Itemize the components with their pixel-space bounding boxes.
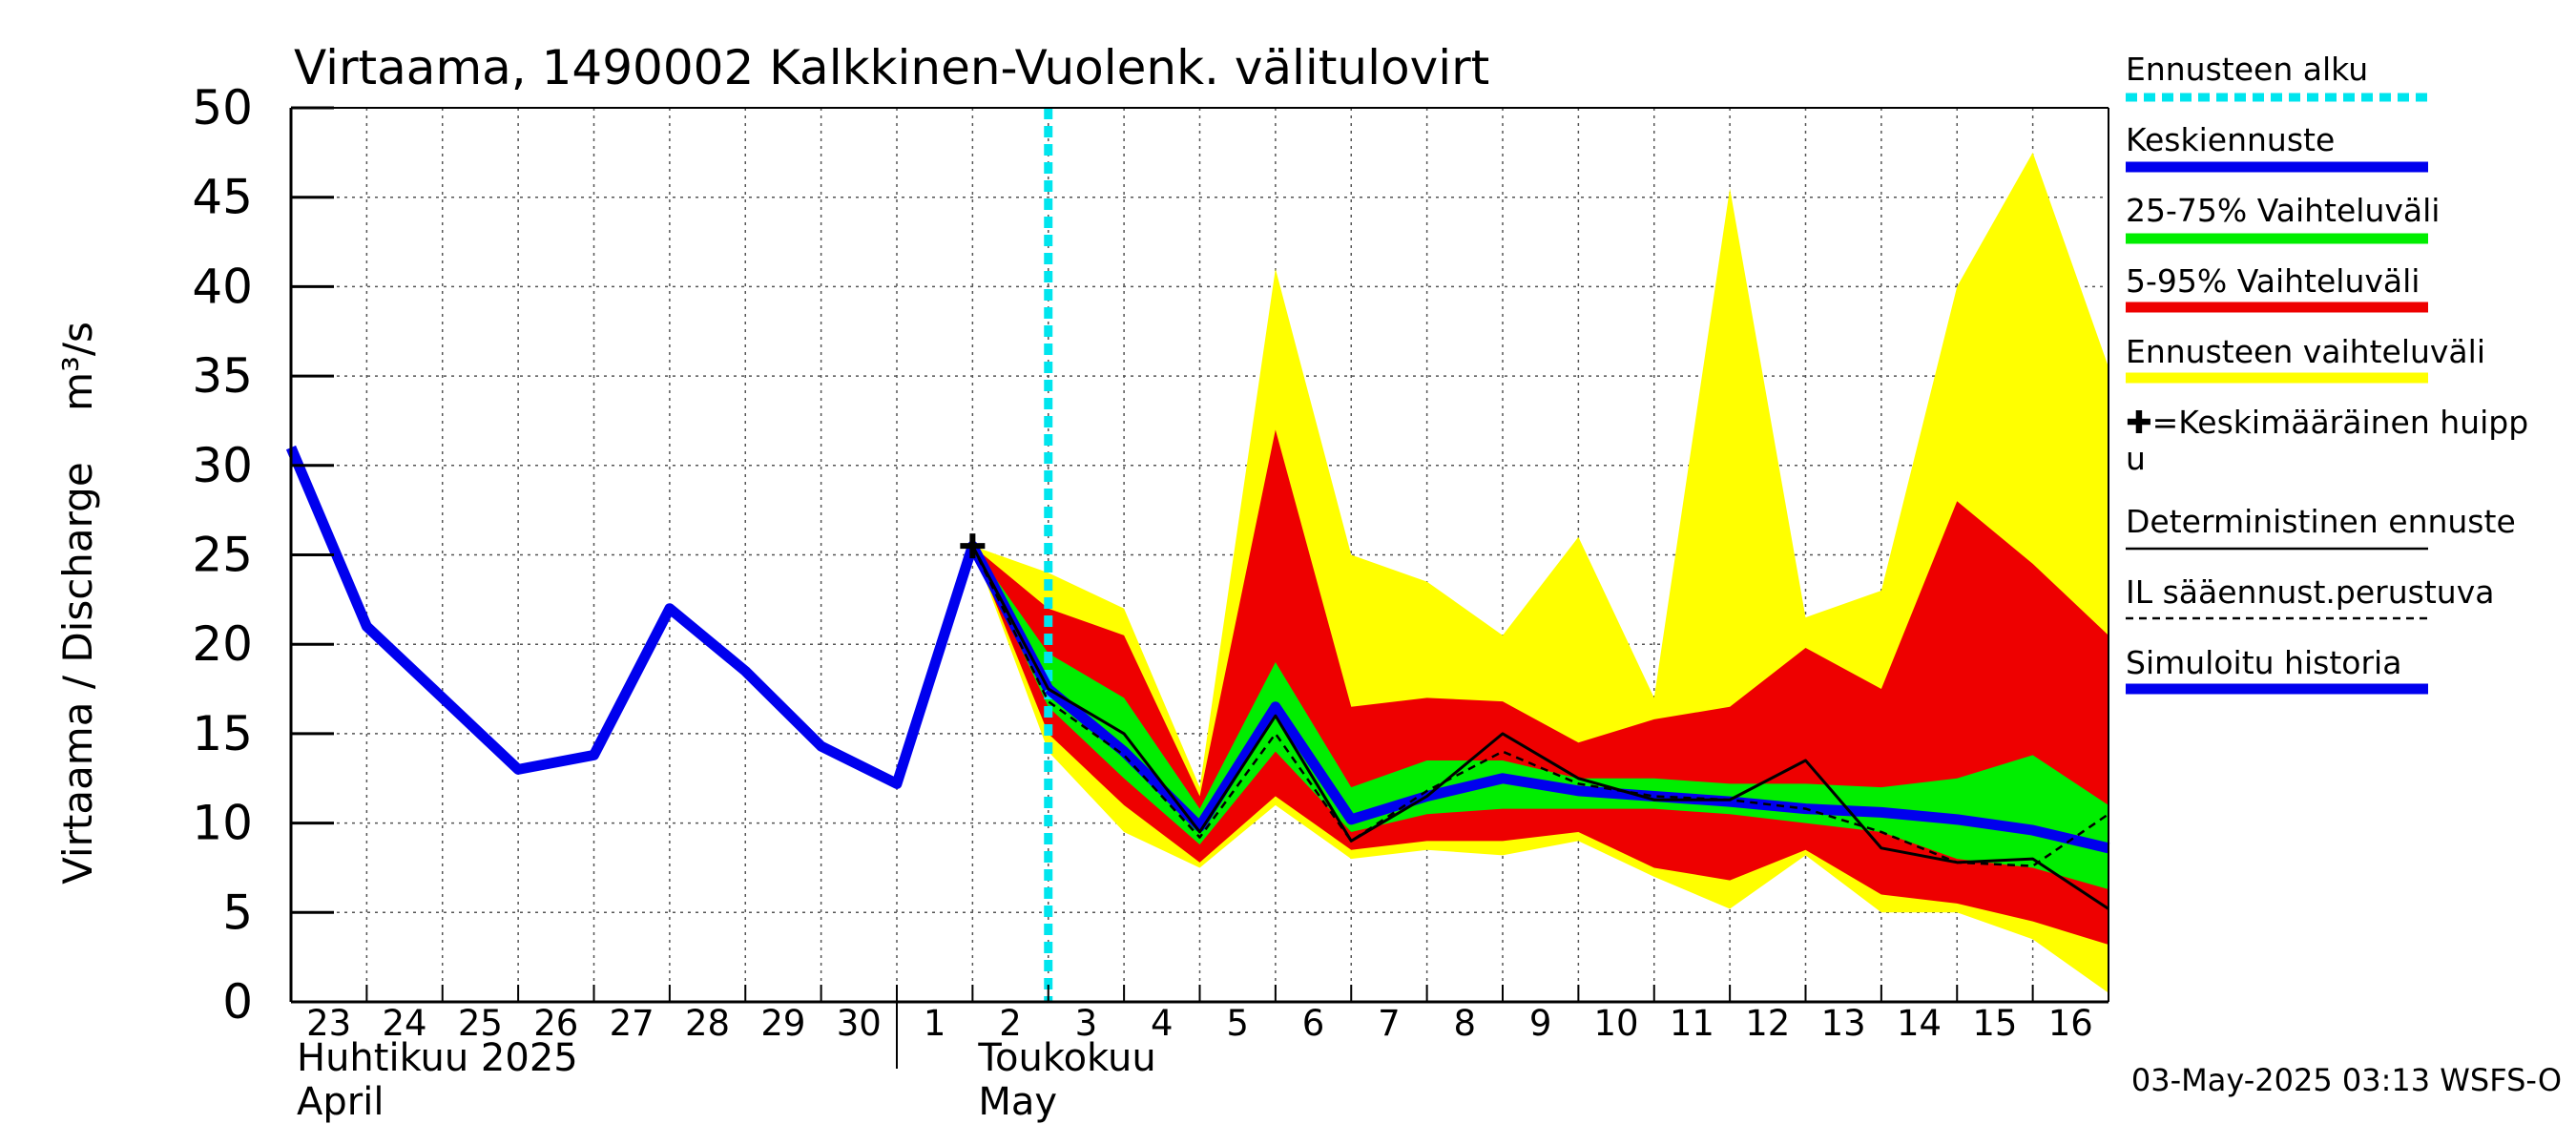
y-tick-label: 10 [192,796,253,851]
x-tick-label: 16 [2048,1003,2093,1044]
month-label-fi: Toukokuu [977,1036,1155,1080]
month-label-en: April [297,1080,384,1124]
x-tick-label: 27 [610,1003,654,1044]
legend-label: IL sääennust.perustuva [2126,573,2494,611]
chart-title: Virtaama, 1490002 Kalkkinen-Vuolenk. väl… [294,40,1489,95]
line-keskiennuste [1045,684,2110,854]
y-tick-label: 15 [192,706,253,761]
line-simuloitu-historia [285,445,1053,789]
legend: Ennusteen alku Keskiennuste 25-75% Vaihtel… [2126,51,2528,695]
month-label-en: May [978,1080,1057,1124]
y-tick-label: 30 [192,438,253,493]
x-tick-label: 10 [1594,1003,1639,1044]
legend-item: Ennusteen alku [2126,51,2428,102]
legend-label: 5-95% Vaihteluväli [2126,262,2420,300]
x-tick-label: 11 [1670,1003,1714,1044]
y-tick-label: 5 [222,885,253,940]
x-tick-label: 2 [999,1003,1022,1044]
x-tick-label: 12 [1745,1003,1790,1044]
line-deterministinen-ennuste [971,545,2109,910]
x-tick-label: 6 [1302,1003,1325,1044]
x-tick-label: 8 [1454,1003,1477,1044]
legend-label: Simuloitu historia [2126,644,2401,681]
x-tick-label: 29 [760,1003,805,1044]
legend-item: Deterministinen ennuste [2126,503,2516,551]
series-lines [285,445,2110,910]
x-tick-label: 25 [458,1003,503,1044]
x-tick-label: 3 [1075,1003,1098,1044]
legend-item: Ennusteen vaihteluväli [2126,333,2485,384]
legend-label: Keskiennuste [2126,121,2335,158]
x-tick-label: 28 [685,1003,730,1044]
legend-label: Deterministinen ennuste [2126,503,2516,540]
legend-item: 25-75% Vaihteluväli [2126,192,2440,244]
y-tick-label: 0 [222,974,253,1030]
axes [289,106,2109,1069]
legend-label: Ennusteen alku [2126,51,2368,88]
legend-item: IL sääennust.perustuva [2126,573,2494,620]
y-tick-label: 45 [192,170,253,225]
x-tick-label: 9 [1529,1003,1552,1044]
x-tick-label: 30 [837,1003,882,1044]
legend-label: Ennusteen vaihteluväli [2126,333,2485,370]
legend-item: Keskiennuste [2126,121,2428,173]
x-tick-label: 7 [1378,1003,1401,1044]
legend-label: u [2126,440,2146,477]
line-il-s-ennust-perustuva [971,545,2109,867]
x-tick-label: 14 [1897,1003,1942,1044]
y-tick-label: 20 [192,616,253,672]
month-label-fi: Huhtikuu 2025 [297,1036,578,1080]
y-tick-label: 35 [192,348,253,404]
peak-marker [960,533,986,559]
x-tick-label: 15 [1972,1003,2017,1044]
x-tick-label: 4 [1151,1003,1174,1044]
x-tick-label: 5 [1226,1003,1249,1044]
legend-item: 5-95% Vaihteluväli [2126,262,2428,313]
y-tick-label: 50 [192,80,253,135]
legend-item: Simuloitu historia [2126,644,2428,695]
legend-label: 25-75% Vaihteluväli [2126,192,2440,229]
x-tick-label: 24 [383,1003,427,1044]
y-axis-label: Virtaama / Discharge m³/s [54,322,101,885]
x-tick-label: 23 [306,1003,351,1044]
band-25-75-vaihteluv-li [972,546,2109,889]
legend-label: ✚=Keskimääräinen huipp [2126,404,2528,441]
x-tick-label: 26 [533,1003,578,1044]
timestamp: 03-May-2025 03:13 WSFS-O [2131,1062,2562,1098]
y-tick-label: 25 [192,528,253,583]
y-tick-label: 40 [192,259,253,314]
x-tick-label: 1 [924,1003,946,1044]
x-tick-label: 13 [1821,1003,1866,1044]
